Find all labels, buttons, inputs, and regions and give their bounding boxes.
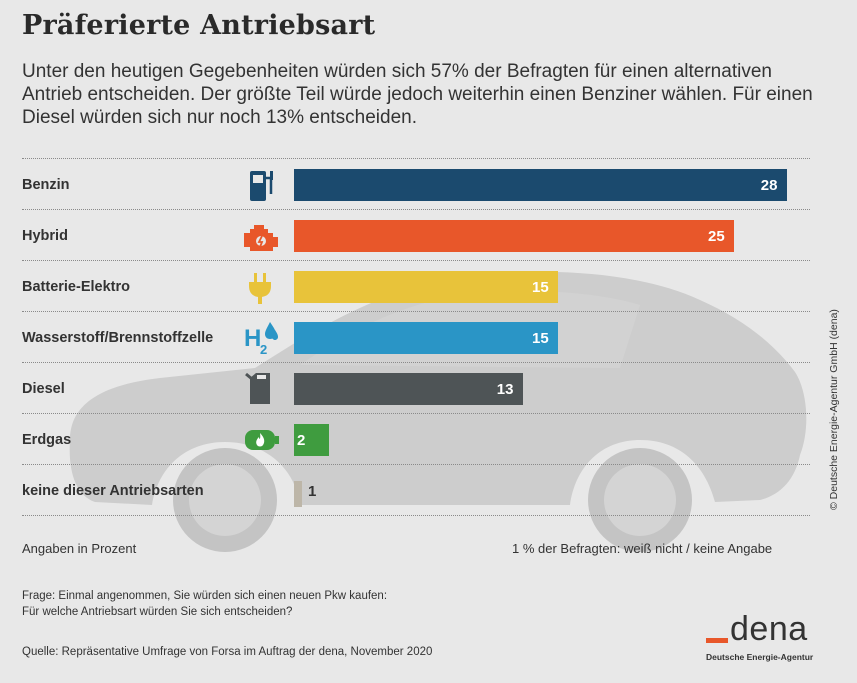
fuel-pump-icon [250, 171, 273, 201]
bar-erdgas [294, 424, 330, 456]
dena-logo-subtitle: Deutsche Energie-Agentur [706, 652, 814, 662]
bar-value-label: 15 [532, 279, 549, 296]
bar-value-label: 15 [532, 330, 549, 347]
row-separator [22, 464, 810, 465]
category-label: Benzin [22, 177, 70, 193]
row-separator [22, 311, 810, 312]
category-label: keine dieser Antriebsarten [22, 483, 204, 499]
plug-icon [249, 273, 271, 304]
no-answer-note: 1 % der Befragten: weiß nicht / keine An… [512, 541, 773, 556]
category-label: Batterie-Elektro [22, 279, 130, 295]
dena-logo-accent [706, 638, 728, 643]
row-separator [22, 209, 810, 210]
copyright-note: © Deutsche Energie-Agentur GmbH (dena) [828, 309, 840, 510]
bar-batterie-elektro [294, 271, 558, 303]
dena-logo: dena [730, 610, 808, 648]
category-label: Diesel [22, 381, 65, 397]
row-separator [22, 260, 810, 261]
bar-keine-dieser-antriebsarten [294, 481, 302, 507]
bar-hybrid [294, 220, 734, 252]
bar-value-label: 13 [496, 381, 514, 398]
jerrycan-icon [245, 372, 270, 404]
bar-value-label: 2 [297, 432, 306, 449]
svg-text:2: 2 [260, 342, 267, 356]
category-label: Hybrid [22, 228, 68, 244]
row-separator [22, 362, 810, 363]
category-label: Wasserstoff/Brennstoffzelle [22, 330, 214, 346]
source-note: Quelle: Repräsentative Umfrage von Forsa… [22, 646, 433, 658]
units-note: Angaben in Prozent [22, 541, 137, 556]
category-label: Erdgas [22, 432, 72, 448]
gas-cylinder-icon [245, 430, 279, 450]
bar-value-label: 1 [308, 483, 317, 500]
bar-benzin [294, 169, 787, 201]
bar-wasserstoff-brennstoffzelle [294, 322, 558, 354]
subtitle: Unter den heutigen Gegebenheiten würden … [22, 61, 813, 128]
row-separator [22, 158, 810, 159]
page-title: Präferierte Antriebsart [22, 10, 376, 41]
bar-value-label: 25 [708, 228, 725, 245]
engine-icon [244, 225, 278, 251]
hydrogen-icon: H 2 [244, 322, 278, 356]
row-separator [22, 413, 810, 414]
question-line-1: Frage: Einmal angenommen, Sie würden sic… [22, 590, 388, 602]
row-separator [22, 515, 810, 516]
question-line-2: Für welche Antriebsart würden Sie sich e… [22, 606, 293, 618]
bar-value-label: 28 [760, 177, 778, 194]
svg-text:H: H [244, 325, 261, 352]
bar-diesel [294, 373, 523, 405]
